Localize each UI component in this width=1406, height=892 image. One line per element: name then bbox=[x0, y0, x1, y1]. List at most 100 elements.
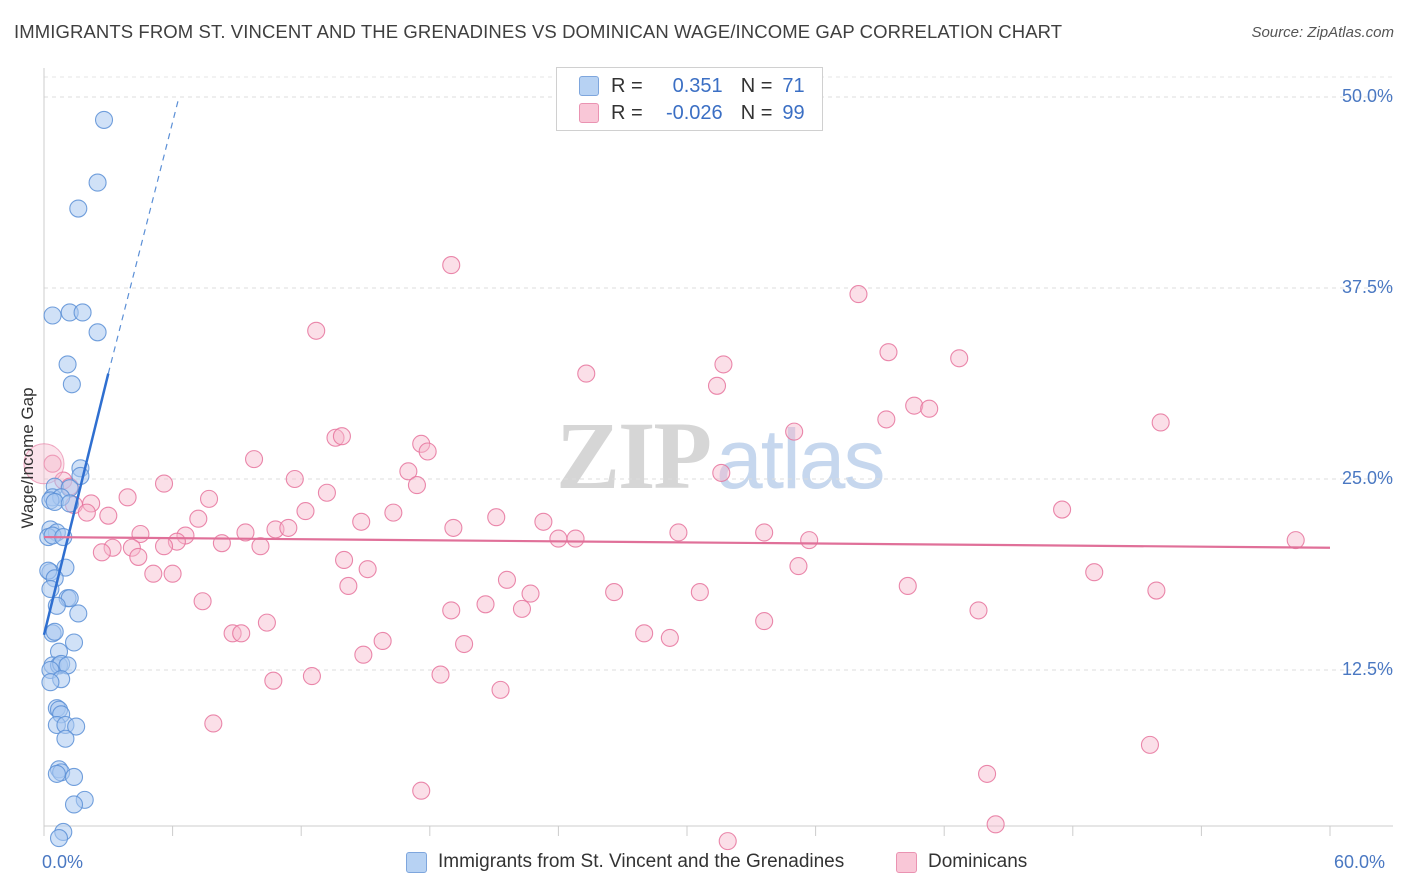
data-point bbox=[103, 538, 122, 557]
data-point bbox=[232, 624, 251, 643]
data-point bbox=[199, 489, 219, 508]
data-point bbox=[707, 376, 727, 395]
data-point bbox=[442, 256, 461, 275]
data-point bbox=[354, 645, 373, 664]
trend-line-immigrants-extension bbox=[107, 96, 180, 374]
data-point bbox=[244, 450, 264, 469]
data-point bbox=[307, 321, 326, 340]
data-point bbox=[358, 560, 377, 579]
data-point bbox=[690, 583, 709, 602]
data-point bbox=[877, 410, 896, 429]
data-point bbox=[49, 829, 69, 848]
data-point bbox=[339, 576, 358, 596]
data-point bbox=[279, 518, 298, 537]
data-point bbox=[373, 631, 392, 651]
data-point bbox=[849, 285, 868, 304]
trend-line-dominicans bbox=[43, 535, 1331, 549]
data-point bbox=[789, 557, 808, 576]
gridlines bbox=[44, 76, 1393, 671]
data-point bbox=[94, 110, 114, 129]
data-point bbox=[69, 199, 88, 218]
y-axis-title: Wage/Income Gap bbox=[18, 387, 37, 529]
data-point bbox=[285, 469, 304, 489]
data-point bbox=[302, 667, 321, 686]
source-credit: Source: ZipAtlas.com bbox=[1251, 24, 1394, 41]
data-point bbox=[669, 523, 688, 542]
data-point bbox=[64, 633, 84, 652]
data-point bbox=[99, 506, 118, 525]
data-point bbox=[82, 494, 101, 513]
data-point bbox=[1053, 500, 1072, 519]
data-point bbox=[154, 537, 174, 556]
data-point bbox=[635, 624, 654, 643]
data-point bbox=[549, 529, 568, 548]
data-point bbox=[193, 592, 212, 611]
data-point bbox=[257, 613, 276, 632]
bottom-legend-item-dominicans: Dominicans bbox=[896, 851, 1027, 873]
data-point bbox=[73, 303, 92, 322]
data-point bbox=[352, 512, 371, 531]
legend-r-label: R = bbox=[611, 101, 643, 124]
data-point bbox=[60, 494, 79, 513]
data-point bbox=[41, 673, 60, 692]
data-point bbox=[521, 584, 540, 603]
data-point bbox=[326, 428, 345, 447]
data-point bbox=[476, 595, 495, 614]
data-point bbox=[718, 832, 737, 851]
data-point bbox=[534, 512, 553, 531]
data-point bbox=[58, 355, 77, 374]
data-point bbox=[296, 502, 315, 521]
y-tick-label: 25.0% bbox=[1341, 468, 1393, 488]
data-point bbox=[755, 612, 774, 631]
data-point bbox=[64, 767, 84, 787]
data-point bbox=[577, 364, 596, 383]
data-point-large bbox=[23, 443, 65, 485]
data-point bbox=[77, 503, 96, 522]
data-point bbox=[129, 547, 148, 566]
data-point bbox=[497, 570, 517, 589]
y-tick-label: 12.5% bbox=[1341, 659, 1393, 679]
data-point bbox=[412, 434, 431, 453]
stats-legend: R = 0.351 N = 71 R = -0.026 N = 99 bbox=[556, 67, 823, 131]
legend-swatch-pink bbox=[579, 103, 599, 123]
x-tick-label-min: 0.0% bbox=[42, 852, 84, 872]
data-point bbox=[566, 529, 585, 548]
legend-n-label: N = bbox=[740, 74, 773, 97]
data-point bbox=[118, 488, 137, 507]
data-point bbox=[264, 671, 283, 690]
data-point bbox=[88, 323, 107, 342]
data-point bbox=[69, 604, 88, 623]
data-point bbox=[56, 729, 75, 748]
legend-n-value: 99 bbox=[782, 101, 805, 124]
data-point bbox=[64, 795, 84, 814]
data-point bbox=[487, 508, 506, 527]
data-point bbox=[800, 531, 819, 550]
data-point bbox=[62, 375, 81, 394]
data-point bbox=[442, 601, 461, 620]
data-point bbox=[122, 538, 141, 557]
data-point bbox=[407, 476, 426, 495]
data-point bbox=[47, 764, 66, 783]
legend-n-value: 71 bbox=[782, 74, 805, 97]
data-point bbox=[969, 601, 988, 620]
series-immigrants-st-vincent bbox=[39, 110, 114, 848]
data-point bbox=[212, 534, 231, 553]
legend-row-blue: R = 0.351 N = 71 bbox=[579, 72, 805, 100]
data-point bbox=[317, 483, 336, 502]
data-point bbox=[92, 543, 111, 562]
bottom-legend-swatch-pink bbox=[896, 851, 917, 873]
data-point bbox=[920, 399, 939, 418]
data-point bbox=[399, 462, 418, 481]
data-point bbox=[512, 599, 532, 618]
axes bbox=[43, 68, 1393, 836]
data-point bbox=[251, 537, 270, 556]
data-point bbox=[384, 503, 403, 522]
data-point bbox=[431, 665, 450, 684]
data-point bbox=[144, 564, 163, 583]
data-point bbox=[986, 815, 1005, 834]
y-tick-label: 50.0% bbox=[1341, 86, 1393, 106]
data-point bbox=[444, 518, 463, 537]
data-point bbox=[879, 343, 898, 362]
data-point bbox=[1286, 531, 1305, 550]
